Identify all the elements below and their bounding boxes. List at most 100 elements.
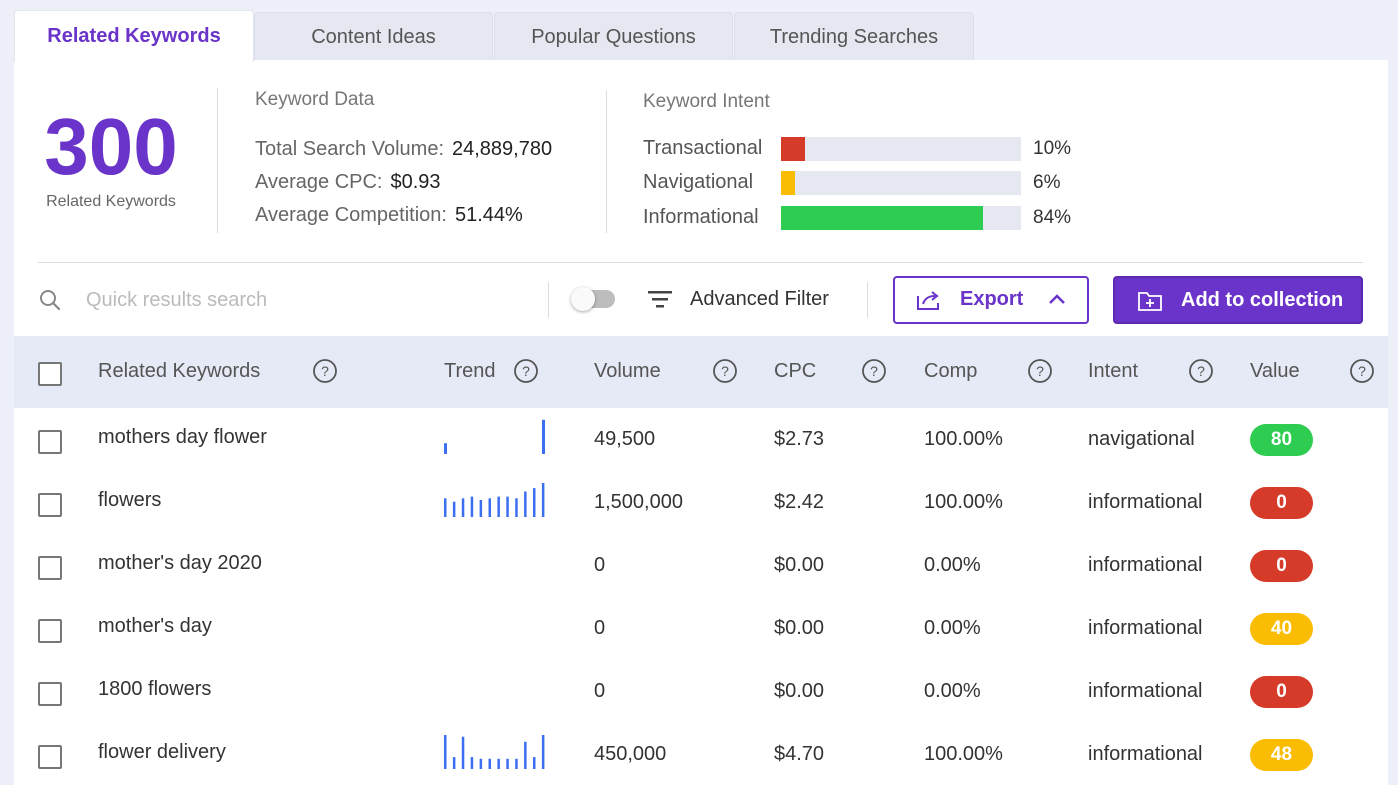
trend-bar (452, 501, 456, 517)
col-related-keywords[interactable]: Related Keywords (98, 360, 261, 382)
keyword-cell[interactable]: flower delivery (98, 741, 226, 763)
total-search-volume-label: Total Search Volume: (255, 138, 444, 160)
intent-pct-transactional: 10% (1033, 138, 1072, 159)
col-comp[interactable]: Comp (924, 360, 978, 382)
divider (867, 282, 868, 318)
volume-cell: 0 (594, 554, 606, 576)
filter-icon[interactable] (648, 289, 672, 309)
keyword-cell[interactable]: flowers (98, 489, 162, 511)
trend-bar (444, 498, 447, 517)
chevron-up-icon (1049, 294, 1065, 304)
average-cpc-value: $0.93 (390, 171, 441, 193)
row-checkbox[interactable] (38, 430, 62, 454)
svg-text:?: ? (522, 363, 530, 379)
keyword-intent-title: Keyword Intent (643, 91, 770, 112)
divider (548, 282, 549, 318)
svg-text:?: ? (1197, 363, 1205, 379)
value-badge: 0 (1250, 550, 1313, 582)
export-button[interactable]: Export (893, 276, 1089, 324)
svg-text:?: ? (321, 363, 329, 379)
trend-bar (497, 758, 500, 769)
help-icon[interactable]: ? (1188, 358, 1214, 384)
intent-label-navigational: Navigational (643, 171, 754, 193)
divider (217, 88, 218, 233)
comp-cell: 100.00% (924, 743, 1003, 765)
trend-bar (524, 741, 527, 769)
intent-pct-navigational: 6% (1033, 172, 1061, 193)
value-badge: 48 (1250, 739, 1313, 771)
trend-bar (461, 736, 465, 769)
comp-cell: 0.00% (924, 554, 981, 576)
trend-sparkline (443, 607, 547, 643)
row-checkbox[interactable] (38, 493, 62, 517)
table-row[interactable]: mothers day flower 49,500 $2.73 100.00% navi… (14, 408, 1388, 471)
cpc-cell: $0.00 (774, 617, 825, 639)
average-competition: Average Competition: 51.44% (255, 204, 523, 227)
row-checkbox[interactable] (38, 682, 62, 706)
intent-cell: informational (1088, 617, 1203, 639)
trend-bar (541, 483, 545, 517)
tab-content-ideas[interactable]: Content Ideas (254, 12, 493, 62)
help-icon[interactable]: ? (1349, 358, 1375, 384)
advanced-filter-button[interactable]: Advanced Filter (690, 288, 829, 310)
intent-bar-transactional (781, 137, 1021, 161)
trend-bar (488, 498, 491, 517)
intent-fill (781, 137, 805, 161)
svg-text:?: ? (721, 363, 729, 379)
trend-bar (452, 757, 456, 769)
help-icon[interactable]: ? (712, 358, 738, 384)
intent-cell: informational (1088, 491, 1203, 513)
keyword-cell[interactable]: 1800 flowers (98, 678, 212, 700)
trend-bar (479, 500, 483, 517)
volume-cell: 0 (594, 680, 606, 702)
table-row[interactable]: mother's day 2020 0 $0.00 0.00% informationa… (14, 534, 1388, 597)
add-to-collection-button[interactable]: Add to collection (1113, 276, 1363, 324)
col-value[interactable]: Value (1250, 360, 1300, 382)
trend-bar (541, 735, 545, 769)
help-icon[interactable]: ? (861, 358, 887, 384)
help-icon[interactable]: ? (1027, 358, 1053, 384)
table-row[interactable]: flower delivery 450,000 $4.70 100.00% inform… (14, 723, 1388, 785)
row-checkbox[interactable] (38, 619, 62, 643)
help-icon[interactable]: ? (312, 358, 338, 384)
tab-trending-searches[interactable]: Trending Searches (734, 12, 974, 62)
tab-popular-questions[interactable]: Popular Questions (494, 12, 733, 62)
help-icon[interactable]: ? (513, 358, 539, 384)
cpc-cell: $4.70 (774, 743, 825, 765)
volume-cell: 1,500,000 (594, 491, 683, 513)
intent-bar-informational (781, 206, 1021, 230)
trend-bar (479, 758, 483, 769)
keyword-cell[interactable]: mother's day (98, 615, 212, 637)
tab-related-keywords[interactable]: Related Keywords (14, 10, 254, 62)
intent-label-transactional: Transactional (643, 137, 763, 159)
col-cpc[interactable]: CPC (774, 360, 817, 382)
volume-cell: 0 (594, 617, 606, 639)
keyword-cell[interactable]: mothers day flower (98, 426, 267, 448)
col-intent[interactable]: Intent (1088, 360, 1139, 382)
trend-bar (542, 419, 545, 454)
main-panel: 300 Related Keywords Keyword Data Total … (14, 60, 1388, 785)
trend-bar (488, 758, 491, 769)
trend-bar (506, 758, 509, 769)
row-checkbox[interactable] (38, 556, 62, 580)
toggle-switch[interactable] (571, 287, 615, 311)
table-row[interactable]: 1800 flowers 0 $0.00 0.00% informational 0 (14, 660, 1388, 723)
svg-text:?: ? (1036, 363, 1044, 379)
svg-text:?: ? (1358, 363, 1366, 379)
intent-cell: navigational (1088, 428, 1195, 450)
average-competition-value: 51.44% (454, 204, 523, 226)
table-header: Related Keywords ? Trend ? Volume ? CPC … (14, 336, 1388, 408)
select-all-checkbox[interactable] (38, 362, 62, 386)
comp-cell: 0.00% (924, 680, 981, 702)
average-cpc-label: Average CPC: (255, 171, 383, 193)
export-label: Export (960, 288, 1024, 310)
col-volume[interactable]: Volume (594, 360, 661, 382)
table-row[interactable]: flowers 1,500,000 $2.42 100.00% informationa… (14, 471, 1388, 534)
row-checkbox[interactable] (38, 745, 62, 769)
keyword-cell[interactable]: mother's day 2020 (98, 552, 262, 574)
col-trend[interactable]: Trend (444, 360, 496, 382)
search-input[interactable] (86, 284, 526, 316)
table-row[interactable]: mother's day 0 $0.00 0.00% informational 40 (14, 597, 1388, 660)
trend-bar (533, 757, 536, 769)
average-competition-label: Average Competition: (255, 204, 447, 226)
